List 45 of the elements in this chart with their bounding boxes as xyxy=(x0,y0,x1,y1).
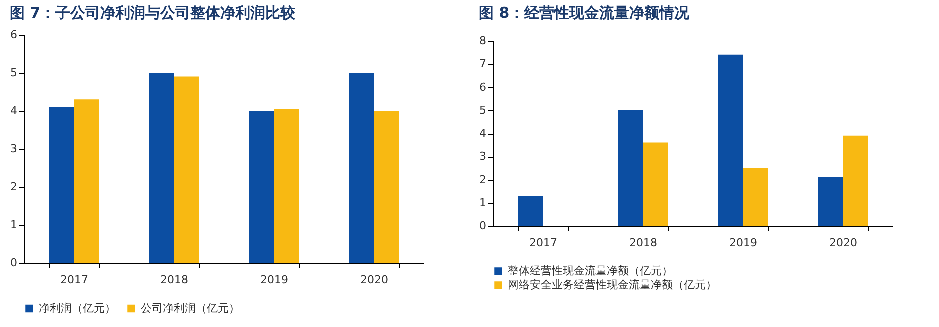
y-tick-label: 3 xyxy=(480,150,486,164)
y-tick-label: 5 xyxy=(480,104,486,117)
x-tick-label: 2020 xyxy=(360,274,388,286)
bar xyxy=(49,107,74,263)
bar xyxy=(74,100,99,263)
x-tick-label: 2020 xyxy=(830,236,858,250)
legend-label: 公司净利润（亿元） xyxy=(141,302,240,315)
y-tick-label: 0 xyxy=(10,256,18,270)
y-tick-label: 2 xyxy=(10,180,18,194)
legend-label: 整体经营性现金流量净额（亿元） xyxy=(508,264,673,278)
y-tick-label: 8 xyxy=(480,34,486,48)
chart-title: 图 7：子公司净利润与公司整体净利润比较 xyxy=(10,4,297,22)
bar xyxy=(818,177,843,226)
y-tick-label: 2 xyxy=(480,173,486,186)
y-tick-label: 6 xyxy=(10,28,18,42)
bar xyxy=(249,111,274,263)
x-tick-label: 2017 xyxy=(60,274,88,286)
bar xyxy=(518,196,543,226)
bar xyxy=(843,136,868,226)
y-tick-label: 1 xyxy=(480,196,486,210)
bar xyxy=(618,110,643,226)
bar xyxy=(349,73,374,263)
x-tick-label: 2018 xyxy=(630,236,658,250)
y-tick-label: 1 xyxy=(10,218,18,232)
legend-label: 净利润（亿元） xyxy=(39,302,116,315)
x-tick-label: 2018 xyxy=(160,274,188,286)
bar xyxy=(174,76,199,263)
x-tick-label: 2017 xyxy=(530,236,558,250)
y-tick-label: 4 xyxy=(480,127,486,140)
bar xyxy=(374,111,399,263)
bar xyxy=(149,73,174,263)
bar xyxy=(743,168,768,226)
y-tick-label: 0 xyxy=(480,220,486,232)
y-tick-label: 3 xyxy=(10,142,18,156)
bar xyxy=(718,54,743,226)
y-tick-label: 7 xyxy=(480,58,486,71)
y-tick-label: 4 xyxy=(10,104,18,118)
bar xyxy=(643,142,668,226)
chart-title: 图 8：经营性现金流量净额情况 xyxy=(479,4,691,22)
x-tick-label: 2019 xyxy=(260,274,288,286)
x-tick-label: 2019 xyxy=(730,236,758,250)
y-tick-label: 6 xyxy=(480,80,486,94)
legend-label: 网络安全业务经营性现金流量净额（亿元） xyxy=(508,278,717,292)
bar xyxy=(274,109,299,263)
y-tick-label: 5 xyxy=(10,66,18,80)
